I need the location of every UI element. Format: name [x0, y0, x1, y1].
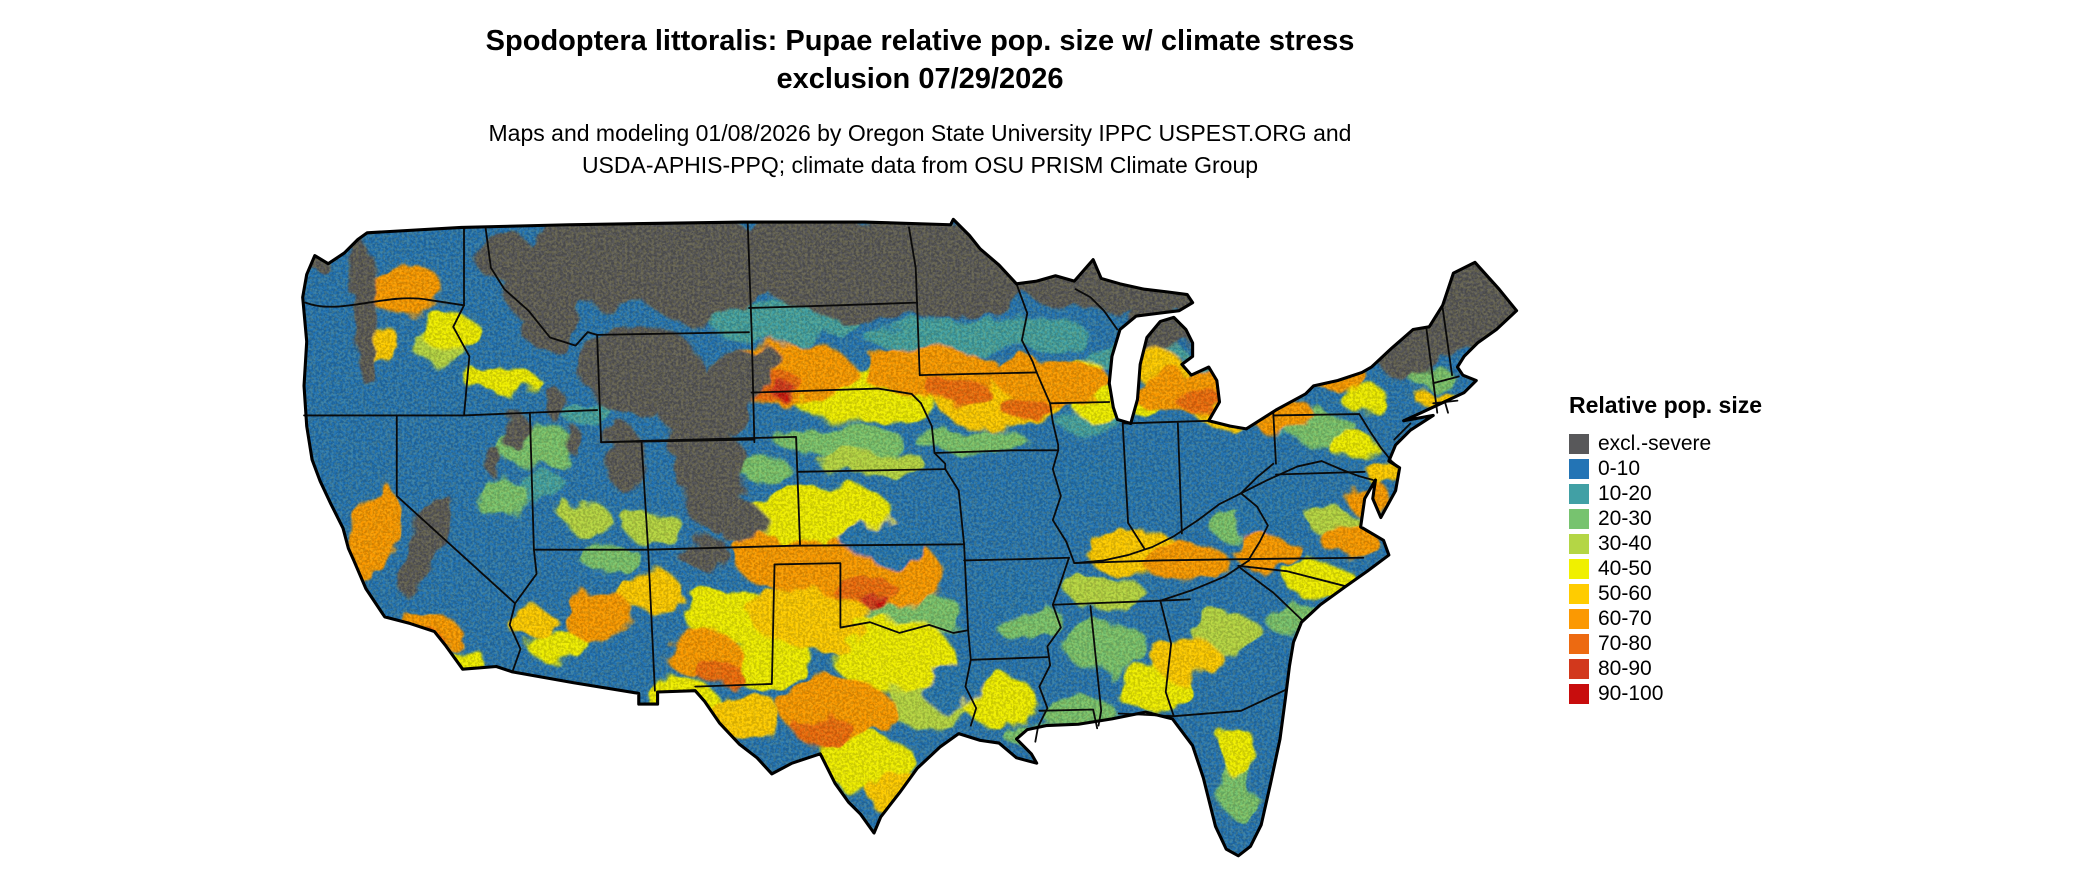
- legend-label: 30-40: [1598, 531, 1652, 555]
- legend-label: 40-50: [1598, 556, 1652, 580]
- raster-grain-light: [302, 219, 1517, 856]
- legend-swatch: [1569, 433, 1589, 454]
- legend-item: 30-40: [1569, 531, 1762, 556]
- legend-label: 90-100: [1598, 681, 1664, 705]
- legend-item: 50-60: [1569, 581, 1762, 606]
- legend-swatch: [1569, 533, 1589, 554]
- us-population-map: [300, 214, 1526, 880]
- legend-label: 0-10: [1598, 456, 1641, 480]
- legend-label: 10-20: [1598, 481, 1652, 505]
- legend-label: 70-80: [1598, 631, 1652, 655]
- legend-swatch: [1569, 608, 1589, 629]
- legend-item: 0-10: [1569, 456, 1762, 481]
- legend-label: 50-60: [1598, 581, 1652, 605]
- legend-swatch: [1569, 633, 1589, 654]
- legend-item: 60-70: [1569, 606, 1762, 631]
- legend-swatch: [1569, 458, 1589, 479]
- title-line-1: Spodoptera littoralis: Pupae relative po…: [485, 25, 1355, 57]
- legend-label: 20-30: [1598, 506, 1652, 530]
- legend-label: 60-70: [1598, 606, 1652, 630]
- page-title: Spodoptera littoralis: Pupae relative po…: [0, 22, 1840, 99]
- legend-item: 20-30: [1569, 506, 1762, 531]
- legend-label: 80-90: [1598, 656, 1652, 680]
- legend-swatch: [1569, 583, 1589, 604]
- legend-swatch: [1569, 483, 1589, 504]
- legend-item: 40-50: [1569, 556, 1762, 581]
- legend-item: 70-80: [1569, 631, 1762, 656]
- legend-label: excl.-severe: [1598, 431, 1712, 455]
- us-outline: [301, 217, 1519, 858]
- map-raster: [302, 219, 1517, 856]
- legend-item: 80-90: [1569, 656, 1762, 681]
- legend-items: excl.-severe 0-10 10-20 20-30 30-40 40-50 50-6…: [1569, 431, 1762, 706]
- legend-swatch: [1569, 658, 1589, 679]
- subtitle-line-2: USDA-APHIS-PPQ; climate data from OSU PR…: [581, 151, 1259, 178]
- map-header: Spodoptera littoralis: Pupae relative po…: [0, 22, 1840, 181]
- map-legend: Relative pop. size excl.-severe 0-10 10-20…: [1569, 392, 1762, 706]
- legend-swatch: [1569, 683, 1589, 704]
- page-subtitle: Maps and modeling 01/08/2026 by Oregon S…: [0, 117, 1840, 181]
- subtitle-line-1: Maps and modeling 01/08/2026 by Oregon S…: [488, 119, 1352, 146]
- legend-swatch: [1569, 558, 1589, 579]
- title-line-2: exclusion 07/29/2026: [776, 63, 1064, 96]
- legend-item: excl.-severe: [1569, 431, 1762, 456]
- legend-item: 10-20: [1569, 481, 1762, 506]
- state-borders: [303, 221, 1460, 743]
- us-map-svg: [301, 217, 1519, 858]
- legend-swatch: [1569, 508, 1589, 529]
- legend-title: Relative pop. size: [1569, 392, 1763, 418]
- legend-item: 90-100: [1569, 681, 1762, 706]
